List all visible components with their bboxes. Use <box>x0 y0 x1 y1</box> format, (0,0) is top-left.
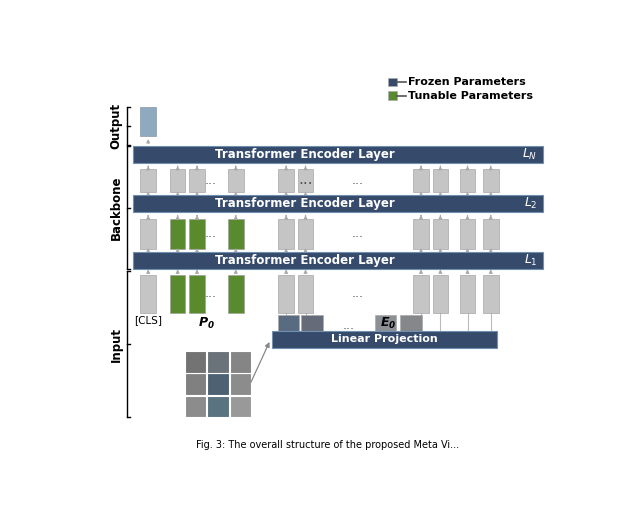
Bar <box>298 275 313 313</box>
Bar <box>433 275 448 313</box>
Bar <box>433 219 448 248</box>
Bar <box>132 196 543 212</box>
Bar <box>483 169 499 191</box>
Bar <box>433 169 448 191</box>
Text: $L_2$: $L_2$ <box>524 196 537 211</box>
Bar <box>460 219 476 248</box>
Bar <box>189 275 205 313</box>
Text: $\bfit{E}_0$: $\bfit{E}_0$ <box>380 315 397 331</box>
Text: $\bfit{P}_0$: $\bfit{P}_0$ <box>198 315 215 331</box>
Bar <box>207 396 229 417</box>
Text: Fig. 3: The overall structure of the proposed Meta Vi...: Fig. 3: The overall structure of the pro… <box>196 439 460 450</box>
Bar <box>207 351 229 373</box>
Bar <box>207 373 229 395</box>
Text: ...: ... <box>204 227 216 240</box>
Text: ...: ... <box>351 227 364 240</box>
Bar <box>140 107 156 136</box>
Bar <box>132 252 543 269</box>
Bar <box>388 92 397 100</box>
Text: Frozen Parameters: Frozen Parameters <box>408 77 525 87</box>
Text: ...: ... <box>351 287 364 301</box>
Bar <box>278 219 294 248</box>
Bar <box>132 146 543 163</box>
Text: Transformer Encoder Layer: Transformer Encoder Layer <box>215 148 395 161</box>
Bar <box>228 219 244 248</box>
Bar <box>230 396 252 417</box>
Text: Transformer Encoder Layer: Transformer Encoder Layer <box>215 254 395 267</box>
Bar <box>184 396 206 417</box>
Bar <box>184 373 206 395</box>
Text: Linear Projection: Linear Projection <box>332 334 438 345</box>
Bar <box>140 275 156 313</box>
Bar <box>388 78 397 86</box>
Text: Backbone: Backbone <box>109 176 123 240</box>
Bar <box>374 315 396 336</box>
Text: ...: ... <box>351 174 364 187</box>
Text: $L_1$: $L_1$ <box>524 253 537 268</box>
Text: $L_N$: $L_N$ <box>522 147 537 162</box>
Text: Tunable Parameters: Tunable Parameters <box>408 91 533 101</box>
Text: ...: ... <box>298 172 312 187</box>
Bar <box>483 275 499 313</box>
Bar <box>413 169 429 191</box>
Text: ...: ... <box>204 287 216 301</box>
Bar <box>189 219 205 248</box>
Bar <box>400 315 422 336</box>
Bar <box>230 351 252 373</box>
Text: Output: Output <box>109 103 123 149</box>
Bar <box>228 169 244 191</box>
Text: ...: ... <box>204 174 216 187</box>
Bar <box>140 219 156 248</box>
Bar <box>230 373 252 395</box>
Bar <box>278 169 294 191</box>
Bar <box>170 219 186 248</box>
Bar <box>184 351 206 373</box>
Bar <box>170 169 186 191</box>
Bar <box>189 169 205 191</box>
Text: Input: Input <box>109 327 123 361</box>
Bar <box>278 315 300 336</box>
Bar <box>301 315 323 336</box>
Bar <box>298 219 313 248</box>
Text: ...: ... <box>342 319 355 332</box>
Bar <box>413 219 429 248</box>
Bar <box>140 169 156 191</box>
Bar <box>483 219 499 248</box>
Bar <box>170 275 186 313</box>
Bar <box>460 169 476 191</box>
Bar <box>228 275 244 313</box>
Bar <box>298 169 313 191</box>
Bar <box>413 275 429 313</box>
Bar <box>272 331 497 348</box>
Text: Transformer Encoder Layer: Transformer Encoder Layer <box>215 198 395 210</box>
Bar <box>278 275 294 313</box>
Text: [CLS]: [CLS] <box>134 315 162 326</box>
Bar <box>460 275 476 313</box>
